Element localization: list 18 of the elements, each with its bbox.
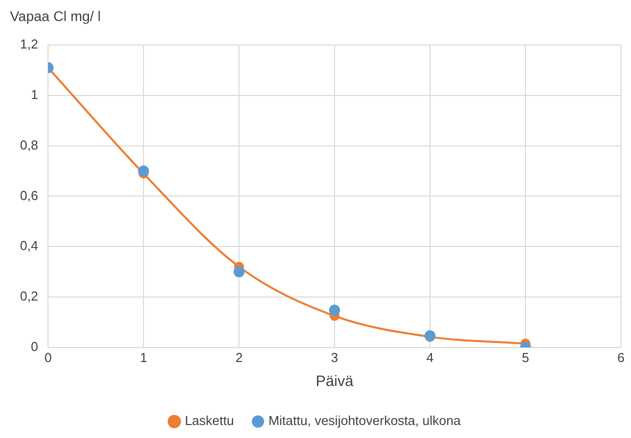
x-tick-label: 3	[330, 350, 338, 365]
x-tick-label: 5	[522, 350, 530, 365]
y-tick-label: 1,2	[20, 36, 38, 52]
x-tick-label: 4	[426, 350, 434, 365]
y-tick-label: 0,6	[20, 188, 38, 203]
legend-label: Laskettu	[184, 413, 234, 428]
y-axis-title: Vapaa Cl mg/ l	[10, 8, 101, 24]
x-tick-label: 2	[235, 350, 243, 365]
y-tick-label: 1	[30, 86, 38, 102]
x-tick-label: 0	[44, 350, 52, 365]
legend-label: Mitattu, vesijohtoverkosta, ulkona	[268, 413, 462, 428]
x-tick-label: 6	[617, 350, 625, 365]
y-tick-label: 0	[30, 338, 38, 354]
y-tick-label: 0,4	[20, 238, 38, 254]
x-tick-label: 1	[140, 350, 148, 365]
y-tick-label: 0,2	[20, 288, 38, 304]
x-axis-title: Päivä	[316, 373, 354, 390]
y-tick-label: 0,8	[20, 137, 38, 152]
